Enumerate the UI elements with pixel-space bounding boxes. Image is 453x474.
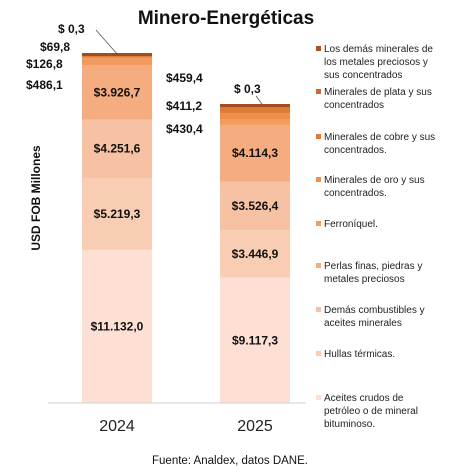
bar-segment: [82, 58, 152, 66]
data-label-small: $ 0,3: [58, 22, 85, 36]
data-label-small: $ 0,3: [234, 82, 261, 96]
chart-title: Minero-Energéticas: [138, 8, 314, 29]
legend-label: Los demás minerales de: [324, 44, 433, 55]
legend-label: Demás combustibles y: [324, 305, 425, 316]
bar-segment: [82, 249, 152, 403]
legend-label: concentrados.: [324, 188, 387, 199]
data-label: $4.114,3: [232, 146, 278, 160]
legend-label: petróleo o de mineral: [324, 406, 418, 417]
bar-top-edge: [220, 104, 290, 108]
legend-swatch: [316, 221, 321, 226]
data-label-small: $69,8: [40, 40, 70, 54]
bar-top-edge: [82, 53, 152, 56]
bar-segment: [82, 119, 152, 178]
y-axis-label: USD FOB Millones: [29, 145, 43, 251]
legend-label: Minerales de cobre y sus: [324, 132, 435, 143]
legend-swatch: [316, 89, 321, 94]
data-label: $4.251,6: [94, 142, 141, 156]
legend-swatch: [316, 134, 321, 139]
legend-label: Minerales de plata y sus: [324, 87, 432, 98]
legend-swatch: [316, 307, 321, 312]
legend-label: Hullas térmicas.: [324, 349, 395, 360]
legend-label: los metales preciosos y: [324, 57, 428, 68]
legend-swatch: [316, 351, 321, 356]
legend-swatch: [316, 395, 321, 400]
legend-label: Perlas finas, piedras y: [324, 261, 422, 272]
legend-label: sus concentrados: [324, 70, 402, 81]
legend-label: aceites minerales: [324, 318, 402, 329]
legend-label: Ferroníquel.: [324, 219, 378, 230]
bar-segment: [220, 124, 290, 182]
bar-segment: [220, 181, 290, 231]
data-label: $11.132,0: [91, 319, 144, 333]
bar-segment: [220, 230, 290, 278]
data-label: $3.446,9: [232, 247, 279, 261]
data-label-small: $459,4: [166, 71, 203, 85]
bars-group: [82, 53, 290, 403]
legend-label: Aceites crudos de: [324, 393, 404, 404]
legend-label: concentrados: [324, 100, 384, 111]
x-tick-label: 2025: [237, 418, 273, 435]
x-tick-label: 2024: [99, 418, 135, 435]
bar-segment: [82, 65, 152, 120]
data-label: $3.926,7: [94, 85, 141, 99]
bar-segment: [82, 56, 152, 57]
x-tick-labels: 2024 2025: [99, 418, 273, 435]
legend-label: metales preciosos: [324, 274, 405, 285]
legend: Los demás minerales de los metales precio…: [316, 44, 435, 430]
bar-segment: [220, 277, 290, 403]
bar-segment: [220, 107, 290, 114]
legend-swatch: [316, 177, 321, 182]
data-label-small: $126,8: [26, 57, 63, 71]
bar-segment: [82, 56, 152, 59]
bar-segment: [220, 118, 290, 125]
legend-label: Minerales de oro y sus: [324, 175, 425, 186]
data-labels: $11.132,0 $5.219,3 $4.251,6 $3.926,7 $9.117,…: [26, 22, 279, 347]
data-label-small: $430,4: [166, 122, 203, 136]
legend-label: concentrados.: [324, 145, 387, 156]
legend-swatch: [316, 46, 321, 51]
bar-segment: [220, 113, 290, 119]
data-label-small: $411,2: [166, 99, 202, 113]
data-label-small: $486,1: [26, 78, 63, 92]
legend-swatch: [316, 263, 321, 268]
source-note: Fuente: Analdex, datos DANE.: [152, 455, 308, 467]
bar-segment: [82, 177, 152, 250]
data-label: $3.526,4: [232, 199, 279, 213]
leader-line: [95, 29, 119, 56]
data-label: $5.219,3: [94, 207, 141, 221]
legend-label: bituminoso.: [324, 419, 375, 430]
leader-line: [255, 95, 263, 105]
data-label: $9.117,3: [232, 333, 278, 347]
